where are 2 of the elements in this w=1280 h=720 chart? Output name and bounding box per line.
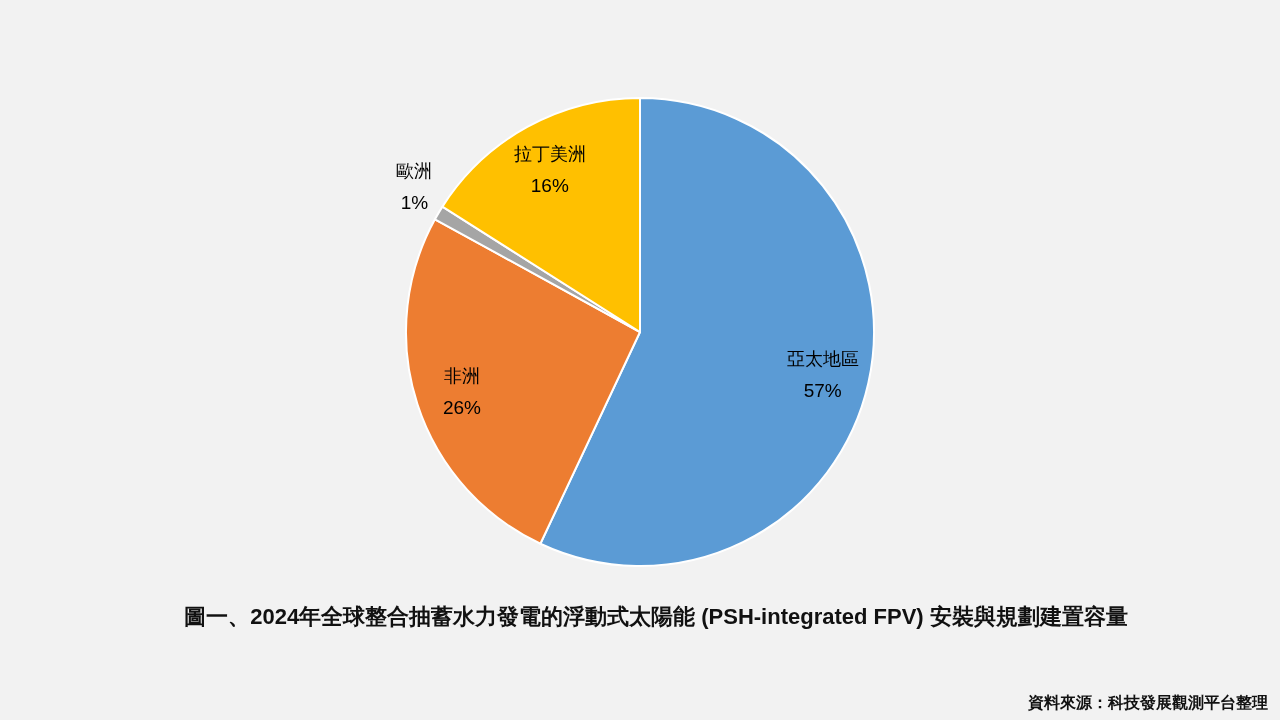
title: 圖一、2024年全球整合抽蓄水力發電的浮動式太陽能 (PSH-integrated FPV) 安裝與規劃建置容量 [184,604,1128,629]
annotation: 資料來源：科技發展觀測平台整理 [1028,694,1268,711]
